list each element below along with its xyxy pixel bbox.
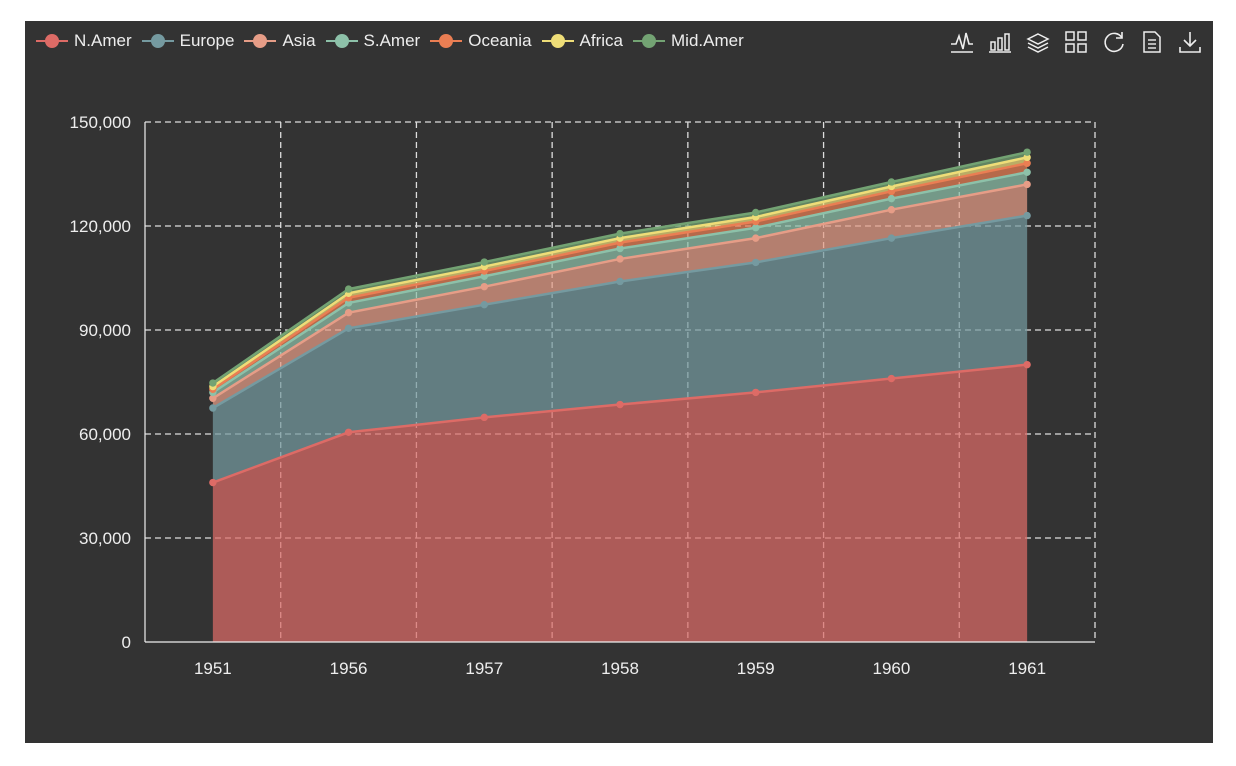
legend-label: S.Amer (363, 31, 421, 50)
point-n-amer[interactable] (1023, 360, 1031, 369)
data-view-button[interactable] (1139, 29, 1165, 55)
line-chart-icon (951, 32, 973, 53)
point-n-amer[interactable] (616, 400, 624, 409)
legend-label: Africa (579, 31, 624, 50)
point-s-amer[interactable] (752, 224, 760, 232)
stack-icon (1026, 33, 1050, 53)
area-s-amer (212, 172, 1028, 399)
y-tick-label: 30,000 (79, 529, 131, 548)
legend-item-s-amer[interactable]: S.Amer (325, 31, 421, 51)
point-asia[interactable] (1023, 180, 1031, 189)
point-mid-amer[interactable] (616, 229, 624, 238)
y-tick-label: 0 (122, 633, 131, 652)
point-europe[interactable] (344, 324, 353, 332)
x-tick-label: 1951 (194, 659, 232, 678)
legend-item-n-amer[interactable]: N.Amer (35, 31, 132, 51)
restore-button[interactable] (1101, 29, 1127, 55)
point-europe[interactable] (887, 234, 896, 242)
point-asia[interactable] (616, 255, 624, 263)
point-europe[interactable] (480, 300, 488, 309)
area-chart: 0 30,000 60,000 90,000 120,000 150,000 1951 195… (70, 113, 1096, 678)
area-n-amer (212, 364, 1028, 642)
point-n-amer[interactable] (887, 374, 896, 383)
bar-chart-button[interactable] (987, 29, 1013, 55)
point-europe[interactable] (752, 258, 760, 267)
x-tick-label: 1960 (873, 659, 911, 678)
chart-panel: 0 30,000 60,000 90,000 120,000 150,000 1951 195… (25, 21, 1213, 743)
point-asia[interactable] (887, 206, 896, 214)
x-tick-label: 1957 (465, 659, 503, 678)
x-tick-label: 1959 (737, 659, 775, 678)
y-tick-label: 150,000 (70, 113, 131, 132)
series-lines (209, 148, 1031, 487)
restore-icon (1104, 32, 1124, 53)
area-oceania (212, 163, 1028, 393)
legend-item-asia[interactable]: Asia (243, 31, 316, 51)
point-asia[interactable] (344, 308, 353, 317)
point-n-amer[interactable] (344, 428, 353, 436)
point-asia[interactable] (752, 234, 760, 242)
stack-button[interactable] (1025, 29, 1051, 55)
point-mid-amer[interactable] (1023, 148, 1031, 156)
point-mid-amer[interactable] (209, 379, 217, 387)
point-s-amer[interactable] (887, 194, 896, 203)
save-image-icon (1179, 32, 1201, 53)
legend-label: Asia (282, 31, 316, 50)
point-europe[interactable] (209, 404, 217, 412)
legend-marker-icon (541, 34, 574, 48)
point-n-amer[interactable] (209, 478, 217, 487)
save-image-button[interactable] (1177, 29, 1203, 55)
area-europe (212, 215, 1028, 483)
legend: N.Amer Europe Asia S.Amer Oceania Africa Mid.A… (35, 31, 753, 51)
line-chart-button[interactable] (949, 29, 975, 55)
y-tick-label: 120,000 (70, 217, 131, 236)
legend-marker-icon (244, 34, 277, 48)
x-tick-label: 1958 (601, 659, 639, 678)
point-asia[interactable] (480, 282, 488, 291)
legend-marker-icon (36, 34, 68, 48)
point-n-amer[interactable] (752, 388, 760, 397)
y-tick-label: 60,000 (79, 425, 131, 444)
point-mid-amer[interactable] (887, 178, 896, 186)
point-s-amer[interactable] (1023, 168, 1031, 176)
legend-label: Oceania (468, 31, 532, 50)
point-europe[interactable] (616, 277, 624, 286)
legend-marker-icon (633, 34, 666, 48)
tiled-icon (1065, 31, 1087, 53)
tiled-button[interactable] (1063, 29, 1089, 55)
series-areas (212, 152, 1028, 642)
toolbox (937, 29, 1203, 55)
point-mid-amer[interactable] (480, 258, 488, 266)
area-asia (212, 184, 1028, 408)
x-tick-label: 1961 (1008, 659, 1046, 678)
data-view-icon (1143, 31, 1161, 53)
y-tick-label: 90,000 (79, 321, 131, 340)
legend-item-mid-amer[interactable]: Mid.Amer (632, 31, 744, 51)
legend-marker-icon (141, 34, 174, 48)
legend-item-africa[interactable]: Africa (541, 31, 623, 51)
legend-label: Europe (179, 31, 235, 50)
legend-marker-icon (325, 34, 358, 48)
legend-label: Mid.Amer (671, 31, 744, 50)
point-mid-amer[interactable] (344, 285, 353, 293)
legend-label: N.Amer (74, 31, 132, 50)
x-tick-label: 1956 (330, 659, 368, 678)
point-n-amer[interactable] (480, 413, 488, 422)
bar-chart-icon (989, 33, 1011, 53)
point-mid-amer[interactable] (752, 208, 760, 217)
legend-marker-icon (430, 34, 463, 48)
legend-item-oceania[interactable]: Oceania (429, 31, 532, 51)
legend-item-europe[interactable]: Europe (141, 31, 235, 51)
point-europe[interactable] (1023, 211, 1031, 220)
